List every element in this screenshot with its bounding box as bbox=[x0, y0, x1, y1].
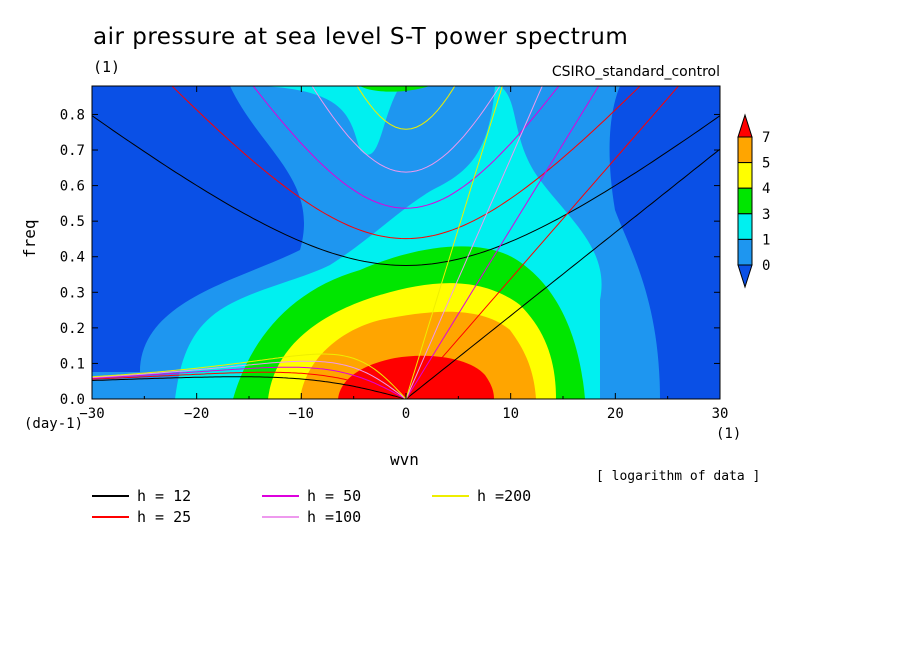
subtitle-unit: (1) bbox=[93, 58, 121, 76]
y-tick-label: 0.6 bbox=[60, 179, 85, 195]
dispersion-curve bbox=[92, 366, 407, 399]
chart-title: air pressure at sea level S-T power spec… bbox=[93, 24, 629, 50]
colorbar-top-arrow bbox=[737, 113, 753, 138]
dispersion-curve bbox=[405, 86, 503, 399]
legend-label: h = 25 bbox=[137, 508, 191, 526]
dispersion-curve bbox=[405, 86, 543, 399]
y-tick-label: 0.3 bbox=[60, 285, 85, 301]
legend-label: h = 12 bbox=[137, 487, 191, 505]
x-tick-label: −20 bbox=[184, 406, 209, 422]
dispersion-curve bbox=[92, 115, 720, 267]
y-tick-label: 0.5 bbox=[60, 214, 85, 230]
x-tick-label: −30 bbox=[79, 406, 104, 422]
dispersion-curve bbox=[405, 86, 680, 399]
colorbar-swatch bbox=[737, 238, 753, 266]
colorbar-label: 5 bbox=[762, 156, 770, 172]
axes: −30 −20 −10 0 10 20 30 0.0 0.1 0.2 0.3 0.4 0.5 0.6 0.7… bbox=[60, 86, 729, 422]
x-axis-unit: (1) bbox=[716, 426, 742, 442]
y-axis-unit: (day-1) bbox=[24, 416, 84, 432]
colorbar-bottom-arrow bbox=[737, 264, 753, 289]
dispersion-curve bbox=[405, 86, 600, 399]
dispersion-curve bbox=[311, 86, 501, 173]
y-tick-label: 0.0 bbox=[60, 392, 85, 408]
x-axis-label: wvn bbox=[390, 450, 419, 469]
colorbar: 0 1 3 4 5 7 bbox=[737, 113, 770, 289]
x-tick-label: −10 bbox=[289, 406, 314, 422]
legend-label: h =200 bbox=[477, 487, 531, 505]
dispersion-curve bbox=[92, 353, 407, 399]
y-tick-label: 0.4 bbox=[60, 250, 85, 266]
x-tick-label: 30 bbox=[712, 406, 729, 422]
x-tick-label: 20 bbox=[607, 406, 624, 422]
dispersion-curves bbox=[92, 86, 720, 399]
colorbar-swatch bbox=[737, 136, 753, 164]
dispersion-curve bbox=[356, 86, 456, 130]
colorbar-swatch bbox=[737, 213, 753, 240]
colorbar-label: 7 bbox=[762, 130, 770, 146]
legend-label: h = 50 bbox=[307, 487, 361, 505]
y-tick-label: 0.2 bbox=[60, 321, 85, 337]
colorbar-label: 4 bbox=[762, 181, 770, 197]
dispersion-curve bbox=[405, 148, 720, 399]
x-tick-label: 10 bbox=[502, 406, 519, 422]
contour-fill bbox=[92, 86, 720, 399]
x-tick-label: 0 bbox=[402, 406, 410, 422]
colorbar-label: 1 bbox=[762, 232, 770, 248]
legend: h = 12 h = 25 h = 50 h =100 h =200 bbox=[92, 487, 531, 526]
dispersion-curve bbox=[92, 360, 407, 399]
colorbar-label: 0 bbox=[762, 258, 770, 274]
colorbar-label: 3 bbox=[762, 207, 770, 223]
y-tick-label: 0.7 bbox=[60, 143, 85, 159]
dispersion-curve bbox=[92, 376, 407, 399]
y-tick-label: 0.1 bbox=[60, 356, 85, 372]
dispersion-curve bbox=[252, 86, 560, 209]
dispersion-curve bbox=[92, 371, 407, 399]
experiment-label: CSIRO_standard_control bbox=[551, 64, 720, 80]
colorbar-swatch bbox=[737, 162, 753, 189]
data-note: [ logarithm of data ] bbox=[596, 469, 761, 484]
y-tick-label: 0.8 bbox=[60, 107, 85, 123]
dispersion-curve bbox=[171, 86, 641, 240]
colorbar-swatch bbox=[737, 187, 753, 215]
legend-label: h =100 bbox=[307, 508, 361, 526]
